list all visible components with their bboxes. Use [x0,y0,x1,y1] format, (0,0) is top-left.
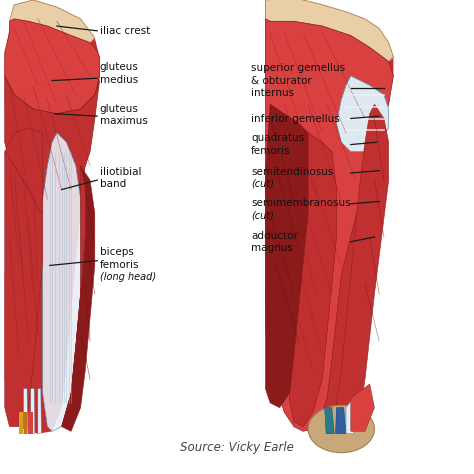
Text: biceps
femoris: biceps femoris [100,247,139,270]
Polygon shape [336,408,346,434]
Polygon shape [24,412,27,434]
Polygon shape [62,166,85,427]
Polygon shape [337,76,389,152]
Polygon shape [5,19,100,114]
Polygon shape [289,133,337,427]
Polygon shape [31,389,35,434]
Polygon shape [346,398,358,434]
Text: gluteus
medius: gluteus medius [100,62,138,85]
Polygon shape [24,389,27,434]
Text: gluteus
maximus: gluteus maximus [100,103,147,126]
Text: quadratus
femoris: quadratus femoris [251,133,304,156]
Polygon shape [38,389,41,434]
Text: (cut): (cut) [251,179,274,189]
Text: (cut): (cut) [251,210,274,220]
Polygon shape [265,104,322,408]
Text: (long head): (long head) [100,272,155,283]
Ellipse shape [308,405,374,453]
Polygon shape [337,104,389,427]
Text: Source: Vicky Earle: Source: Vicky Earle [180,441,294,455]
Polygon shape [265,0,393,434]
Text: inferior gemellus: inferior gemellus [251,114,340,125]
Polygon shape [5,152,43,427]
Polygon shape [5,76,100,223]
Polygon shape [62,166,95,431]
Polygon shape [43,133,81,431]
Polygon shape [265,0,393,62]
Polygon shape [5,128,43,213]
Text: superior gemellus
& obturator
internus: superior gemellus & obturator internus [251,63,346,98]
Polygon shape [19,412,23,434]
Text: iliac crest: iliac crest [100,26,150,36]
Text: adductor
magnus: adductor magnus [251,230,298,253]
Polygon shape [325,408,334,434]
Text: semimembranosus: semimembranosus [251,198,351,208]
Polygon shape [28,412,33,434]
Polygon shape [9,0,95,43]
Text: iliotibial
band: iliotibial band [100,166,141,189]
Polygon shape [265,19,393,431]
Polygon shape [5,0,100,434]
Text: semitendinosus: semitendinosus [251,166,334,177]
Polygon shape [351,384,374,431]
